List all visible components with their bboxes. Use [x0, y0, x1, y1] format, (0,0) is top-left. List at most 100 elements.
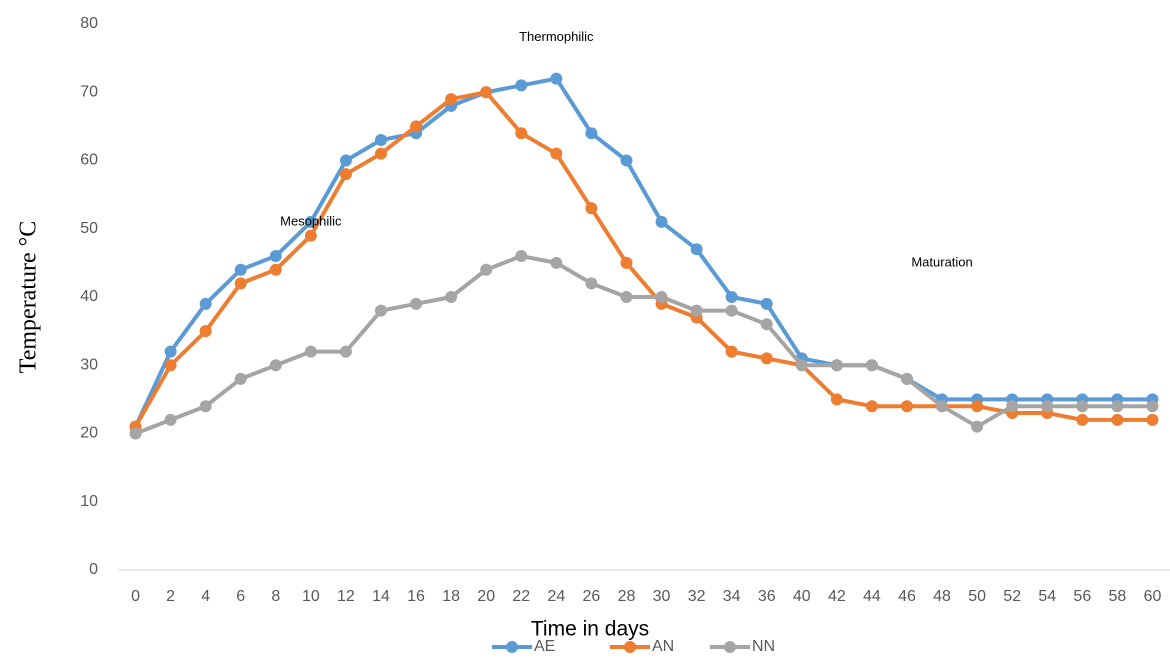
x-tick-label: 60: [1144, 588, 1162, 605]
x-tick-label: 12: [337, 588, 355, 605]
data-point: [620, 256, 633, 269]
data-point: [865, 400, 878, 413]
data-point: [901, 400, 913, 413]
data-point: [234, 263, 247, 276]
data-point: [550, 147, 563, 160]
data-point: [269, 250, 282, 263]
x-tick-label: 18: [442, 588, 460, 605]
data-point: [339, 345, 352, 358]
data-point: [901, 372, 913, 385]
x-tick-label: 6: [236, 588, 245, 605]
y-tick-label: 70: [80, 83, 98, 100]
legend-marker: [624, 641, 636, 653]
x-tick-label: 10: [302, 588, 320, 605]
data-point: [199, 400, 212, 413]
data-point: [936, 400, 949, 413]
data-point: [304, 345, 317, 358]
data-point: [1146, 413, 1159, 426]
data-point: [1076, 400, 1089, 413]
x-tick-label: 58: [1109, 588, 1127, 605]
data-point: [339, 168, 352, 181]
data-point: [129, 427, 142, 440]
data-point: [515, 79, 528, 92]
y-tick-label: 60: [80, 152, 98, 169]
data-point: [480, 263, 493, 276]
data-point: [445, 93, 458, 106]
data-point: [655, 215, 668, 228]
series-line: [133, 90, 1153, 428]
data-point: [725, 291, 738, 303]
data-point: [971, 400, 984, 413]
data-point: [760, 318, 773, 331]
x-tick-label: 46: [898, 588, 916, 605]
data-point: [234, 372, 247, 385]
x-tick-label: 24: [547, 588, 565, 605]
data-point: [725, 304, 738, 317]
data-point: [690, 243, 703, 256]
data-point: [269, 263, 282, 276]
data-point: [1076, 413, 1089, 426]
legend-label: AN: [652, 638, 674, 655]
data-point: [1006, 400, 1019, 413]
data-point: [480, 86, 493, 99]
x-tick-label: 44: [863, 588, 881, 605]
x-tick-label: 22: [512, 588, 530, 605]
data-point: [690, 304, 703, 317]
x-tick-label: 28: [618, 588, 636, 605]
data-point: [234, 277, 247, 290]
y-tick-label: 0: [89, 561, 98, 578]
series-line: [134, 254, 1153, 436]
data-point: [585, 277, 598, 290]
x-tick-label: 50: [968, 588, 986, 605]
data-point: [339, 154, 352, 167]
data-point: [515, 127, 528, 140]
data-point: [830, 359, 843, 372]
data-point: [760, 297, 773, 310]
y-tick-label: 10: [80, 493, 98, 510]
x-tick-label: 0: [131, 588, 140, 605]
x-tick-label: 36: [758, 588, 776, 605]
series-line: [133, 76, 1153, 428]
data-point: [795, 359, 808, 372]
data-point: [410, 120, 423, 133]
x-tick-label: 34: [723, 588, 741, 605]
data-point: [375, 304, 387, 317]
data-point: [515, 250, 528, 263]
data-point: [375, 147, 387, 160]
data-point: [550, 256, 563, 269]
y-tick-label: 30: [80, 356, 98, 373]
x-tick-label: 30: [653, 588, 671, 605]
data-point: [585, 202, 598, 215]
y-tick-label: 50: [80, 220, 98, 237]
data-point: [760, 352, 773, 365]
data-point: [164, 345, 177, 358]
legend-label: AE: [534, 638, 555, 655]
y-tick-label: 80: [80, 15, 98, 32]
data-point: [304, 215, 317, 228]
legend-marker: [506, 641, 518, 653]
annotation: Thermophilic: [519, 29, 594, 44]
data-point: [1111, 413, 1124, 426]
x-tick-label: 52: [1003, 588, 1021, 605]
data-point: [199, 325, 212, 338]
x-tick-label: 40: [793, 588, 811, 605]
data-point: [410, 297, 423, 310]
data-point: [164, 359, 177, 372]
y-tick-label: 40: [80, 288, 98, 305]
annotation: Mesophilic: [280, 213, 342, 228]
x-tick-label: 56: [1073, 588, 1091, 605]
x-tick-label: 14: [372, 588, 390, 605]
x-tick-label: 2: [166, 588, 175, 605]
x-axis-label: Time in days: [531, 618, 649, 641]
x-tick-label: 48: [933, 588, 951, 605]
x-tick-label: 8: [271, 588, 280, 605]
data-point: [1146, 400, 1159, 413]
data-point: [1111, 400, 1124, 413]
y-tick-label: 20: [80, 425, 98, 442]
data-point: [445, 291, 458, 303]
data-point: [585, 127, 598, 140]
x-tick-label: 32: [688, 588, 706, 605]
data-point: [164, 413, 177, 426]
